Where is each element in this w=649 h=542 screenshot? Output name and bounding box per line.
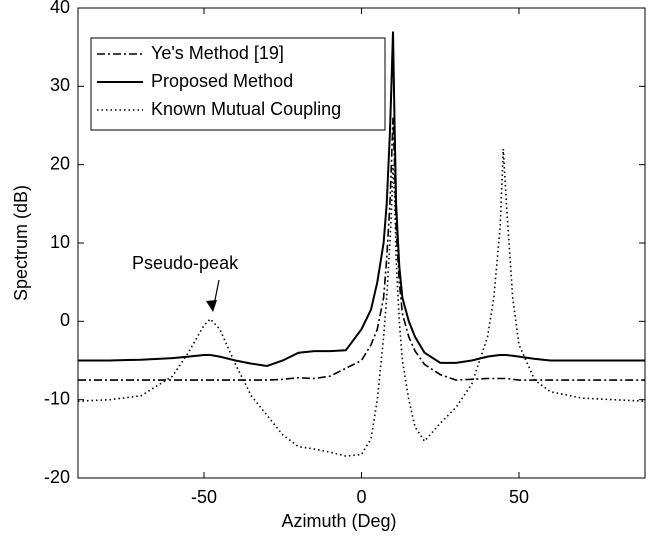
annotation-arrow: [206, 279, 220, 312]
annotation: Pseudo-peak: [132, 253, 239, 273]
legend-label: Known Mutual Coupling: [151, 99, 341, 119]
y-tick-label: -10: [44, 388, 70, 408]
x-tick-label: 50: [509, 487, 529, 507]
series-line: [78, 31, 645, 368]
y-tick-label: -20: [44, 467, 70, 487]
y-tick-label: 10: [50, 232, 70, 252]
y-tick-label: 0: [60, 310, 70, 330]
legend-label: Proposed Method: [151, 71, 293, 91]
series-line: [77, 148, 646, 457]
series-line: [78, 117, 645, 381]
y-axis-label: Spectrum (dB): [11, 185, 31, 301]
x-axis-label: Azimuth (Deg): [281, 511, 396, 531]
legend-label: Ye's Method [19]: [151, 43, 284, 63]
x-tick-label: -50: [191, 487, 217, 507]
x-tick-label: 0: [356, 487, 366, 507]
y-tick-label: 20: [50, 153, 70, 173]
y-tick-label: 30: [50, 75, 70, 95]
y-tick-label: 40: [50, 0, 70, 17]
